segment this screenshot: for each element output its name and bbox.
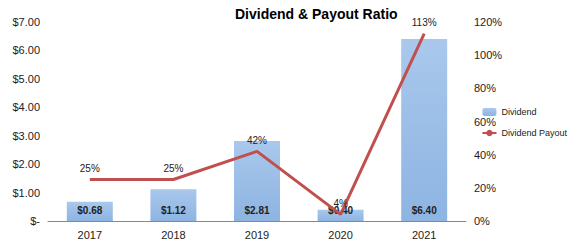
- svg-text:100%: 100%: [474, 49, 502, 61]
- svg-text:$6.00: $6.00: [12, 44, 40, 56]
- svg-text:20%: 20%: [474, 182, 496, 194]
- svg-text:113%: 113%: [412, 17, 437, 28]
- svg-text:2018: 2018: [161, 229, 185, 241]
- svg-text:$4.00: $4.00: [12, 101, 40, 113]
- svg-text:$1.12: $1.12: [161, 205, 186, 216]
- svg-text:25%: 25%: [163, 163, 183, 174]
- svg-text:0%: 0%: [474, 215, 490, 227]
- svg-text:$0.68: $0.68: [77, 205, 102, 216]
- svg-text:$0.40: $0.40: [328, 204, 354, 216]
- svg-text:Dividend & Payout Ratio: Dividend & Payout Ratio: [235, 6, 398, 22]
- svg-text:42%: 42%: [247, 135, 267, 146]
- svg-text:40%: 40%: [474, 149, 496, 161]
- svg-text:80%: 80%: [474, 82, 496, 94]
- svg-text:60%: 60%: [474, 116, 496, 128]
- svg-text:2020: 2020: [328, 229, 352, 241]
- svg-text:25%: 25%: [80, 163, 100, 174]
- svg-text:Dividend: Dividend: [501, 107, 536, 117]
- svg-text:2017: 2017: [78, 229, 102, 241]
- svg-text:Dividend Payout: Dividend Payout: [501, 128, 567, 138]
- svg-text:$-: $-: [30, 215, 40, 227]
- svg-text:$7.00: $7.00: [12, 16, 40, 28]
- svg-text:4%: 4%: [333, 198, 348, 209]
- svg-text:$6.40: $6.40: [412, 205, 437, 216]
- svg-text:2019: 2019: [245, 229, 269, 241]
- svg-text:$1.00: $1.00: [12, 187, 40, 199]
- svg-text:$3.00: $3.00: [12, 130, 40, 142]
- svg-text:120%: 120%: [474, 16, 502, 28]
- svg-text:$5.00: $5.00: [12, 73, 40, 85]
- svg-text:2021: 2021: [412, 229, 436, 241]
- svg-text:$2.81: $2.81: [244, 205, 269, 216]
- svg-text:$2.00: $2.00: [12, 158, 40, 170]
